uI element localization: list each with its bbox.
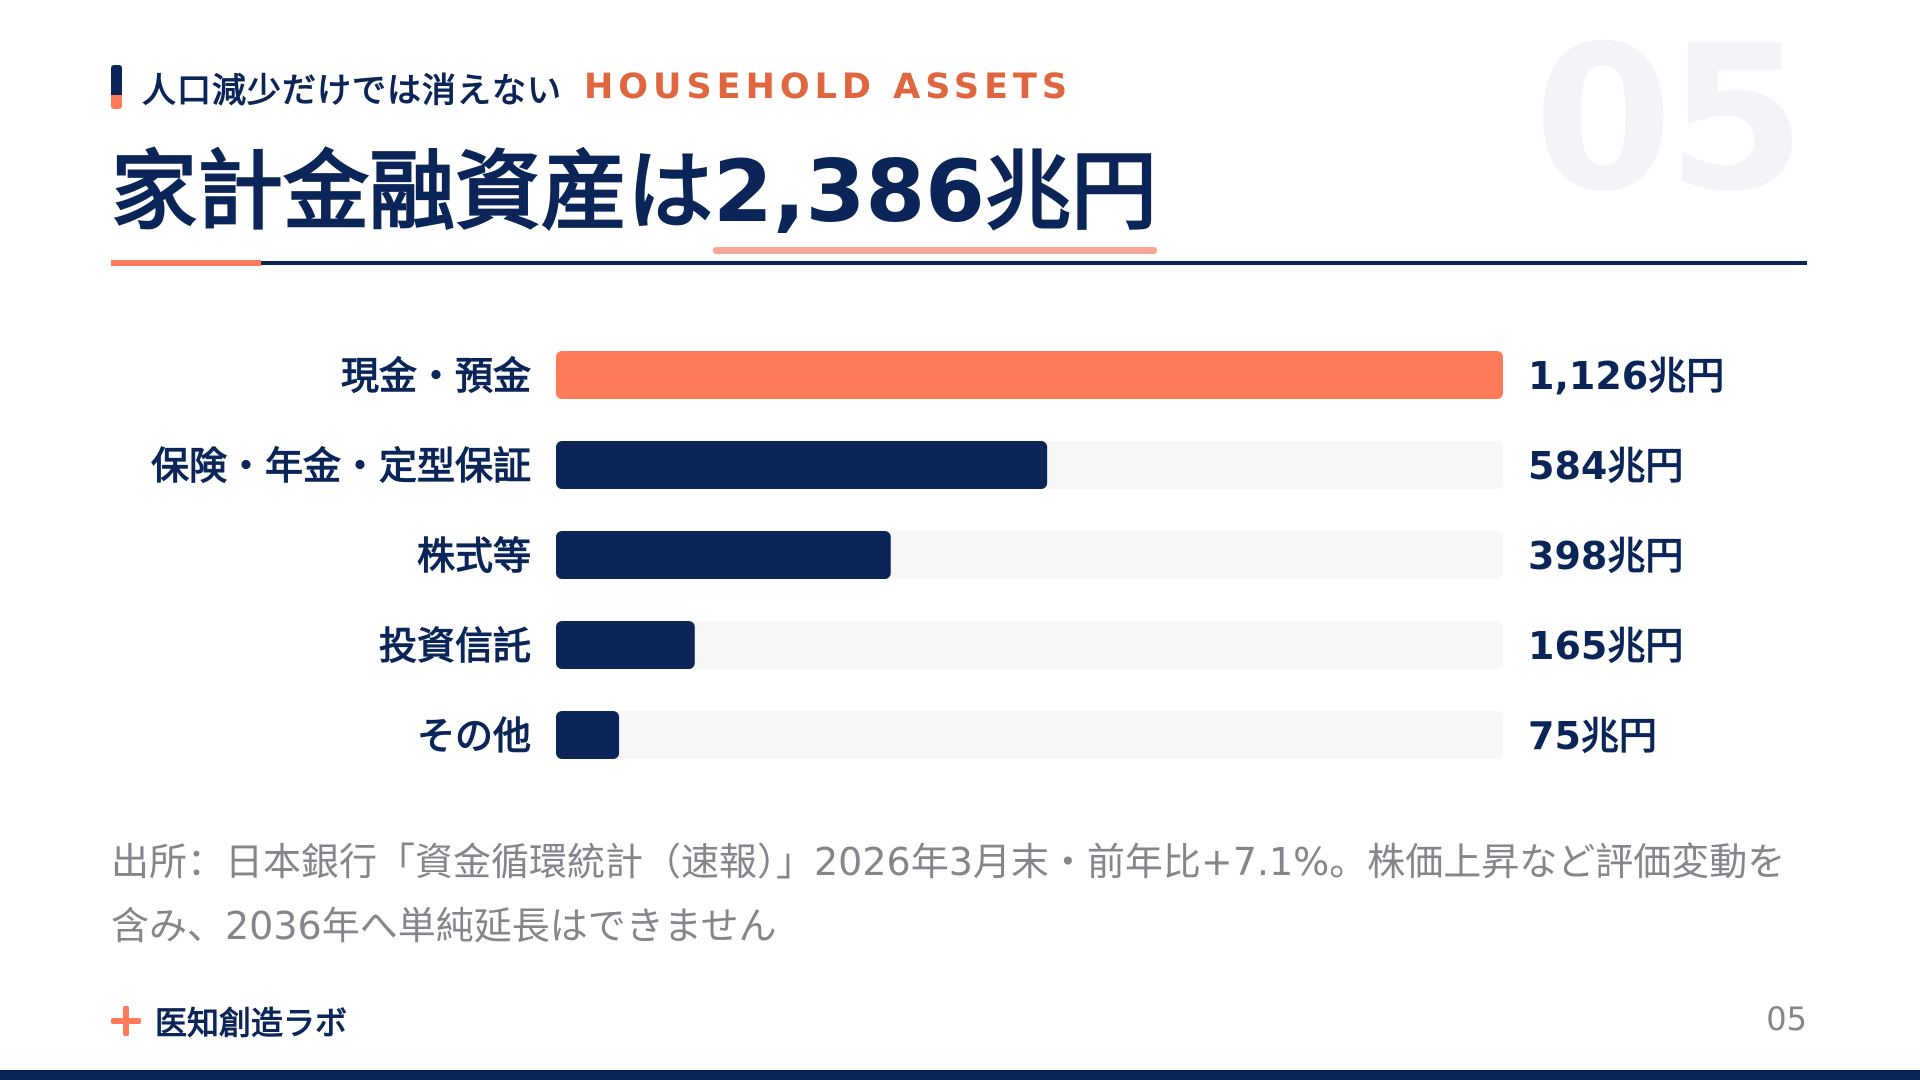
value-label: 398兆円 [1528, 534, 1683, 578]
value-label: 165兆円 [1528, 624, 1683, 668]
kicker-japanese: 人口減少だけでは消えない [142, 70, 562, 111]
plus-icon [111, 1006, 141, 1036]
kicker-accent-bar [111, 65, 122, 109]
value-label: 1,126兆円 [1528, 354, 1724, 398]
category-label: その他 [417, 714, 531, 758]
source-note: 出所：日本銀行「資金循環統計（速報）」2026年3月末・前年比+7.1%。株価上… [111, 840, 1786, 948]
bar [556, 711, 620, 759]
bar [556, 621, 695, 669]
bar-track [556, 621, 1503, 669]
category-label: 投資信託 [379, 624, 531, 668]
value-label: 584兆円 [1528, 444, 1683, 488]
brand-name: 医知創造ラボ [155, 1004, 348, 1042]
kicker-english: HOUSEHOLD ASSETS [584, 67, 1073, 107]
bottom-bar [0, 1070, 1920, 1080]
kicker: 人口減少だけでは消えない HOUSEHOLD ASSETS [111, 64, 1073, 111]
title-prefix: 家計金融資産は [111, 142, 713, 242]
page-title: 家計金融資産は2,386兆円 [111, 142, 1158, 254]
footer-logo: 医知創造ラボ [111, 998, 347, 1044]
bar [556, 351, 1503, 399]
page-number: 05 [1766, 1000, 1807, 1038]
section-number-watermark: 05 [1533, 3, 1806, 236]
title-divider [111, 261, 1807, 265]
bar [556, 441, 1048, 489]
value-label: 75兆円 [1528, 714, 1657, 758]
category-label: 現金・預金 [341, 354, 532, 398]
bar [556, 531, 891, 579]
category-label: 株式等 [417, 534, 531, 578]
category-label: 保険・年金・定型保証 [151, 444, 531, 488]
title-divider-accent [111, 260, 261, 266]
bar-track [556, 711, 1503, 759]
title-highlight: 2,386兆円 [713, 142, 1158, 254]
